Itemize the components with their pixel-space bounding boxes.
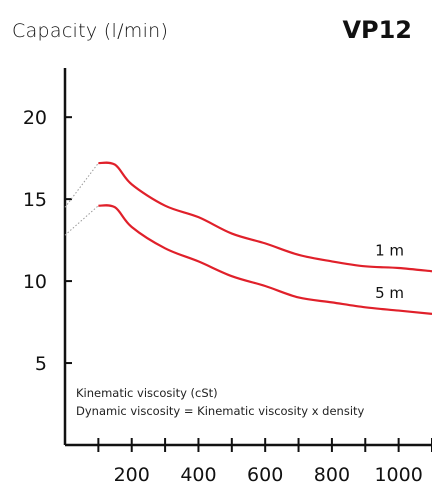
x-tick-label-800: 800 — [314, 464, 350, 486]
x-tick-label-1000: 1000 — [374, 464, 422, 486]
series-line-5m — [98, 204, 432, 315]
note-dynamic: Dynamic viscosity = Kinematic viscosity … — [76, 404, 365, 418]
y-tick-label-20: 20 — [23, 107, 47, 129]
x-tick-label-400: 400 — [180, 464, 216, 486]
series-0-extrapolation — [64, 162, 99, 208]
model-title: VP12 — [342, 16, 412, 44]
note-kinematic: Kinematic viscosity (cSt) — [76, 386, 218, 400]
x-tick-label-600: 600 — [247, 464, 283, 486]
y-tick-label-15: 15 — [23, 189, 47, 211]
series-label-5m: 5 m — [375, 284, 404, 302]
series-line-1m — [98, 161, 432, 273]
y-tick-label-5: 5 — [35, 353, 47, 375]
y-axis-title: Capacity (l/min) — [12, 20, 169, 42]
y-tick-label-10: 10 — [23, 271, 47, 293]
series-label-1m: 1 m — [375, 241, 404, 259]
series-1-extrapolation — [64, 205, 99, 236]
x-tick-label-200: 200 — [114, 464, 150, 486]
